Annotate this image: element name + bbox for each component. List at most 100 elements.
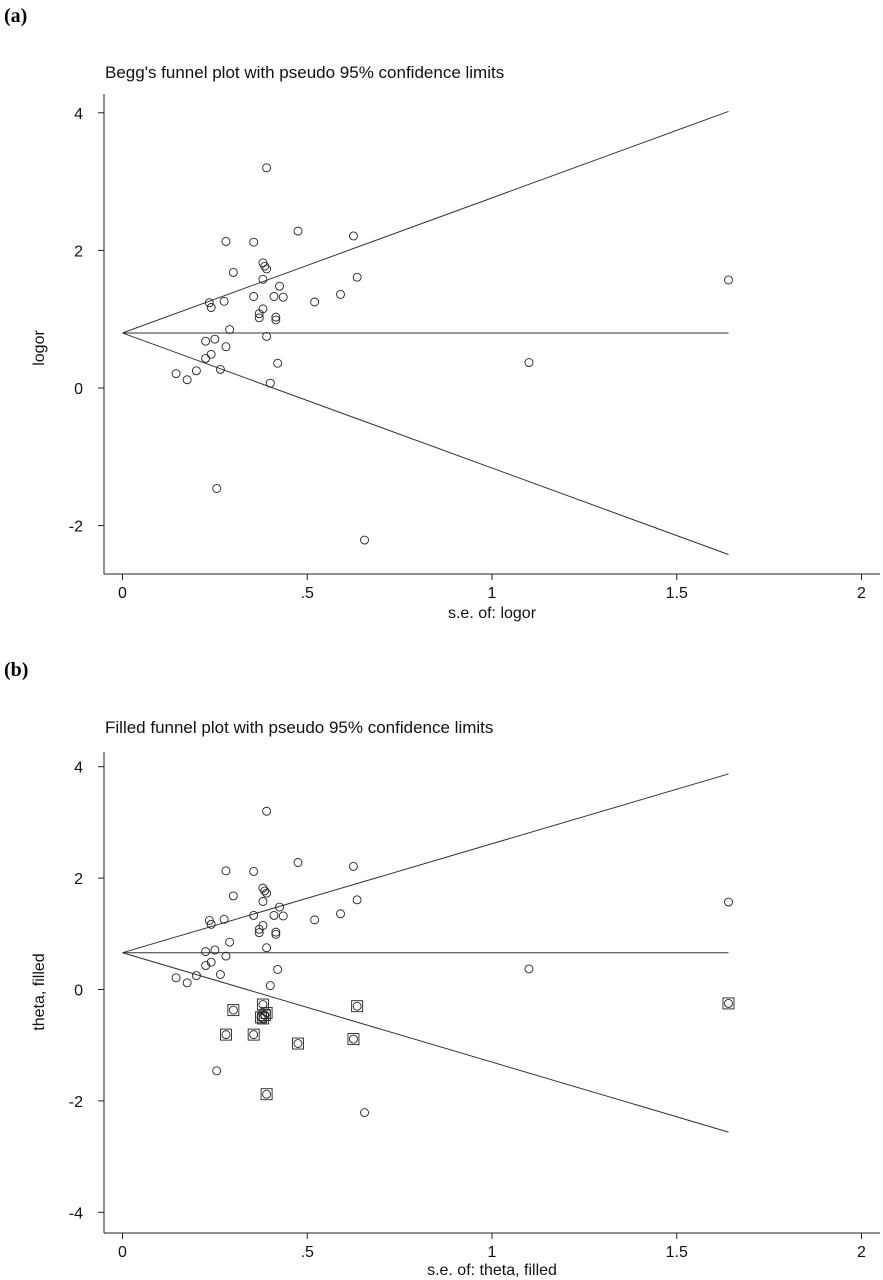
- study-point: [275, 902, 284, 912]
- study-point: [262, 943, 272, 953]
- confidence-lines-b: [122, 773, 729, 1133]
- study-point: [254, 924, 264, 934]
- study-point: [352, 895, 362, 905]
- study-point: [249, 237, 259, 247]
- filled-study-square: [292, 1037, 304, 1050]
- study-point: [271, 312, 281, 322]
- study-point: [254, 309, 264, 319]
- x-axis-label-b: s.e. of: theta, filled: [427, 1262, 557, 1279]
- study-point: [204, 298, 214, 308]
- filled-study-square: [347, 1033, 360, 1046]
- study-point: [212, 483, 222, 493]
- upper-confidence-line: [122, 773, 729, 954]
- study-point: [225, 325, 235, 334]
- x-ticks-b: 0 .5 1 1.5 2: [118, 1233, 866, 1261]
- filled-study-point: [220, 1028, 232, 1041]
- x-tick-label: 2: [857, 1244, 866, 1261]
- filled-study-square: [351, 1000, 364, 1013]
- study-point: [221, 342, 231, 352]
- study-point: [228, 891, 238, 901]
- study-point: [260, 261, 270, 271]
- study-point: [171, 973, 181, 983]
- study-point: [254, 928, 264, 938]
- study-point: [724, 897, 733, 907]
- study-point: [278, 292, 288, 302]
- study-point: [360, 535, 369, 545]
- study-point: [221, 237, 231, 246]
- x-tick-label: 0: [118, 1244, 127, 1261]
- filled-study-square: [247, 1028, 260, 1041]
- filled-study-circle: [221, 1030, 231, 1040]
- filled-study-square: [722, 997, 735, 1010]
- filled-study-square: [227, 1004, 240, 1017]
- study-point: [249, 910, 259, 920]
- chart-title-b: Filled funnel plot with pseudo 95% confi…: [105, 718, 493, 737]
- x-tick-label: 0: [118, 585, 127, 602]
- study-point: [182, 978, 192, 988]
- upper-confidence-line: [122, 110, 729, 334]
- study-point: [206, 303, 216, 312]
- study-point: [310, 297, 320, 307]
- filled-study-square: [256, 1012, 269, 1025]
- x-ticks-a: 0 .5 1 1.5 2: [118, 574, 866, 602]
- study-point: [724, 275, 733, 285]
- study-point: [260, 886, 270, 896]
- study-point: [524, 964, 534, 974]
- filled-study-circle: [249, 1030, 259, 1040]
- study-point: [249, 292, 259, 301]
- study-point: [273, 964, 283, 974]
- y-ticks-a: -2 0 2 4: [69, 106, 104, 536]
- panel-label-a: (a): [4, 5, 27, 27]
- study-point: [206, 957, 216, 967]
- study-point: [265, 981, 275, 991]
- filled-study-point: [351, 1000, 364, 1013]
- x-tick-label: 1: [488, 585, 497, 602]
- filled-study-circle: [724, 998, 733, 1008]
- study-point: [191, 971, 201, 981]
- filled-study-square: [220, 1028, 232, 1041]
- study-point: [273, 358, 283, 368]
- study-point: [262, 806, 272, 816]
- filled-study-circle: [262, 1089, 272, 1099]
- filled-study-point: [292, 1037, 304, 1050]
- y-tick-label: -4: [69, 1205, 83, 1222]
- study-point: [171, 369, 181, 379]
- study-point: [265, 378, 275, 388]
- study-point: [249, 866, 259, 876]
- y-tick-label: 2: [74, 243, 83, 260]
- x-tick-label: 1: [488, 1244, 497, 1261]
- x-tick-label: .5: [301, 585, 314, 602]
- filled-study-circle: [348, 1034, 358, 1044]
- filled-study-circle: [258, 1000, 268, 1009]
- study-point: [201, 336, 211, 346]
- y-tick-label: 4: [74, 760, 83, 777]
- points-a: [171, 163, 733, 545]
- study-point: [262, 264, 272, 274]
- y-tick-label: -2: [69, 1094, 83, 1111]
- panel-a: (a) Begg's funnel plot with pseudo 95% c…: [4, 5, 880, 622]
- study-point: [204, 915, 214, 925]
- study-point: [262, 888, 272, 898]
- confidence-lines-a: [122, 110, 729, 555]
- filled-study-point: [227, 1004, 240, 1017]
- study-point: [228, 267, 238, 277]
- study-point: [269, 910, 279, 920]
- filled-study-point: [256, 998, 269, 1011]
- lower-confidence-line: [122, 332, 729, 555]
- study-point: [258, 274, 268, 284]
- y-tick-label: -2: [69, 519, 83, 536]
- study-point: [293, 858, 303, 867]
- study-point: [336, 289, 345, 299]
- study-point: [191, 366, 201, 376]
- study-point: [271, 927, 281, 937]
- study-point: [206, 919, 216, 929]
- x-tick-label: 2: [857, 585, 866, 602]
- study-point: [221, 951, 231, 961]
- study-point: [219, 296, 229, 306]
- y-tick-label: 2: [74, 871, 83, 888]
- y-tick-label: 0: [74, 983, 83, 1000]
- study-point: [524, 358, 534, 367]
- filled-study-circle: [258, 1014, 268, 1023]
- y-axis-label-a: logor: [31, 330, 48, 366]
